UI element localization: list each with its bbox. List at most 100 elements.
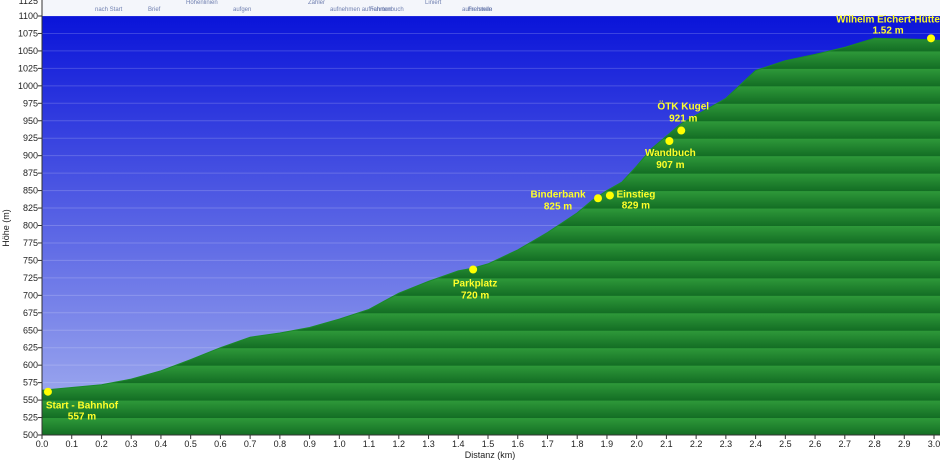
x-tick-label: 0.5 — [184, 439, 197, 449]
y-tick-label: 525 — [23, 413, 38, 423]
terrain-band — [42, 417, 940, 436]
y-tick-label: 575 — [23, 378, 38, 388]
waypoint-elevation: 921 m — [669, 114, 697, 125]
top-strip-word: Höhenlinien — [186, 0, 218, 6]
x-tick-label: 1.1 — [363, 439, 376, 449]
x-tick-label: 2.9 — [898, 439, 911, 449]
y-tick-label: 650 — [23, 325, 38, 335]
x-tick-label: 0.0 — [36, 439, 49, 449]
x-axis-title: Distanz (km) — [465, 450, 516, 460]
x-tick-label: 1.3 — [422, 439, 435, 449]
x-tick-label: 2.1 — [660, 439, 673, 449]
x-tick-label: 0.8 — [274, 439, 287, 449]
top-strip-words: nach Start Brief Höhenlinien aufgen Zähler au… — [95, 0, 493, 13]
y-tick-label: 775 — [23, 238, 38, 248]
x-tick-label: 2.4 — [749, 439, 762, 449]
waypoint-marker — [469, 265, 478, 274]
top-strip-word: Freistelle — [468, 7, 493, 13]
y-tick-label: 1000 — [18, 81, 38, 91]
waypoint-marker — [605, 191, 614, 200]
x-tick-label: 0.6 — [214, 439, 227, 449]
y-tick-label: 825 — [23, 203, 38, 213]
x-tick-label: 1.0 — [333, 439, 346, 449]
waypoint-name: ÖTK Kugel — [657, 100, 709, 113]
top-strip-word: nach Start — [95, 7, 123, 13]
waypoint-elevation: 557 m — [68, 412, 96, 423]
terrain-band — [42, 400, 940, 419]
y-axis-title: Höhe (m) — [1, 209, 11, 247]
x-tick-label: 1.4 — [452, 439, 465, 449]
y-tick-label: 800 — [23, 221, 38, 231]
waypoint-name: Einstieg — [616, 189, 655, 200]
x-tick-label: 0.4 — [155, 439, 168, 449]
x-tick-label: 0.7 — [244, 439, 257, 449]
waypoint-elevation: 1.52 m — [872, 25, 903, 36]
y-axis-ticks: 500 525 550 575 600 625 650 675 700 725 750 775 800 8… — [18, 11, 42, 440]
x-tick-label: 1.2 — [393, 439, 406, 449]
y-tick-label: 625 — [23, 343, 38, 353]
top-strip-word: aufnehmen — [462, 7, 492, 13]
x-tick-label: 2.7 — [839, 439, 852, 449]
waypoint-elevation: 829 m — [622, 200, 650, 211]
y-tick-label: 725 — [23, 273, 38, 283]
x-tick-label: 3.0 — [928, 439, 940, 449]
waypoint-marker — [594, 194, 603, 203]
waypoint-marker — [43, 387, 52, 396]
top-strip-word: aufgen — [233, 7, 251, 13]
x-tick-label: 1.5 — [482, 439, 495, 449]
y-tick-label: 850 — [23, 186, 38, 196]
x-axis-ticks: 0.0 0.1 0.2 0.3 0.4 0.5 0.6 0.7 0.8 0.9 1.0 1.1 1.2 1… — [36, 435, 940, 449]
y-tick-label: 1025 — [18, 63, 38, 73]
x-tick-label: 0.3 — [125, 439, 138, 449]
top-strip: 1125 nach Start Brief Höhenlinien aufgen Zäh… — [19, 0, 940, 16]
top-strip-bg — [42, 0, 940, 16]
x-tick-label: 2.3 — [720, 439, 733, 449]
y-tick-label: 1050 — [18, 46, 38, 56]
y-tick-label: 1075 — [18, 28, 38, 38]
terrain-band — [42, 347, 940, 366]
y-tick-label: 600 — [23, 360, 38, 370]
y-tick-label: 950 — [23, 116, 38, 126]
waypoint-marker — [927, 34, 936, 43]
waypoint-marker — [665, 137, 674, 146]
y-tick-label: 975 — [23, 98, 38, 108]
terrain-band — [42, 382, 940, 401]
y-tick-label: 675 — [23, 308, 38, 318]
y-tick-label: 925 — [23, 133, 38, 143]
y-tick-label: 500 — [23, 430, 38, 440]
waypoint-name: Wilhelm Eichert-Hütte — [836, 14, 940, 25]
x-tick-label: 2.6 — [809, 439, 822, 449]
top-strip-word: Liniert — [425, 0, 442, 6]
y-tick-label: 900 — [23, 151, 38, 161]
x-tick-label: 1.8 — [571, 439, 584, 449]
terrain-band — [42, 365, 940, 384]
waypoint-name: Binderbank — [531, 189, 586, 200]
x-tick-label: 1.7 — [541, 439, 554, 449]
x-tick-label: 0.9 — [303, 439, 316, 449]
terrain-outline — [41, 37, 935, 391]
y-tick-label: 1100 — [19, 11, 38, 21]
x-tick-label: 0.1 — [65, 439, 78, 449]
y-tick-label-1125: 1125 — [19, 0, 38, 6]
waypoint-name: Start - Bahnhof — [46, 401, 119, 412]
top-strip-word: Zähler — [308, 0, 325, 6]
waypoint-marker — [677, 126, 686, 135]
waypoint-name: Parkplatz — [453, 278, 497, 289]
waypoint-name: Wandbuch — [645, 148, 696, 159]
x-tick-label: 1.9 — [601, 439, 614, 449]
waypoint-elevation: 907 m — [656, 160, 684, 171]
y-tick-label: 875 — [23, 168, 38, 178]
x-tick-label: 1.6 — [511, 439, 524, 449]
y-tick-label: 700 — [23, 290, 38, 300]
top-strip-word: Brief — [148, 7, 161, 13]
top-strip-word: aufnehmen aufnehmen — [330, 7, 392, 13]
x-tick-label: 2.5 — [779, 439, 792, 449]
x-tick-label: 2.8 — [868, 439, 881, 449]
